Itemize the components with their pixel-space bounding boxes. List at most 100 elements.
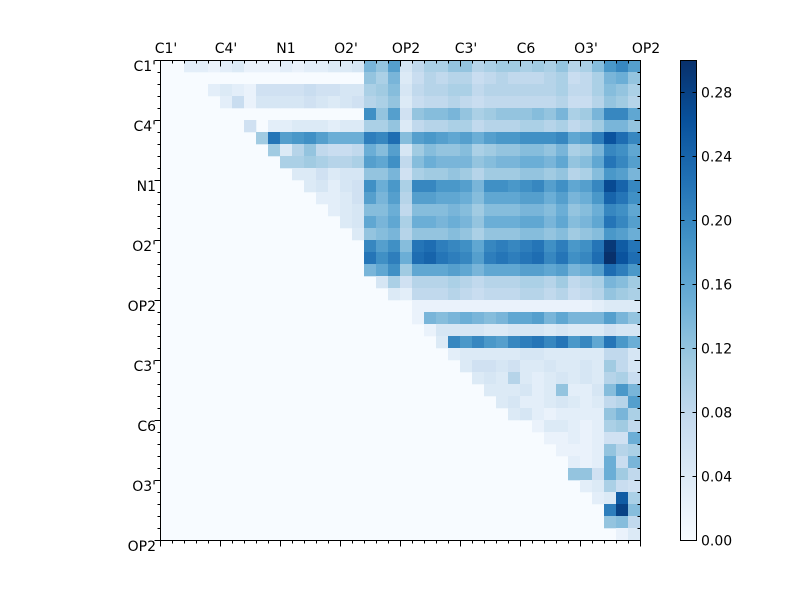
heatmap-cell xyxy=(424,120,437,133)
heatmap-cell xyxy=(616,132,629,145)
heatmap-cell xyxy=(628,180,641,193)
heatmap-cell xyxy=(628,264,641,277)
heatmap-cell xyxy=(556,240,569,253)
heatmap-cell xyxy=(508,108,521,121)
heatmap-cell xyxy=(628,324,641,337)
heatmap-cell xyxy=(328,156,341,169)
heatmap-cell xyxy=(316,120,329,133)
heatmap-cell xyxy=(580,96,593,109)
heatmap-cell xyxy=(496,372,509,385)
heatmap-cell xyxy=(556,408,569,421)
heatmap-cell xyxy=(460,84,473,97)
heatmap-cell xyxy=(352,204,365,217)
heatmap-cell xyxy=(568,132,581,145)
heatmap-cell xyxy=(544,360,557,373)
heatmap-cell xyxy=(376,216,389,229)
heatmap-cell xyxy=(616,372,629,385)
heatmap-cell xyxy=(592,384,605,397)
heatmap-cell xyxy=(508,192,521,205)
heatmap-cell xyxy=(496,132,509,145)
heatmap-cell xyxy=(628,456,641,469)
heatmap-cell xyxy=(604,432,617,445)
heatmap-cell xyxy=(496,96,509,109)
heatmap-cell xyxy=(544,168,557,181)
heatmap-cell xyxy=(568,312,581,325)
heatmap-cell xyxy=(460,180,473,193)
heatmap-cell xyxy=(556,168,569,181)
heatmap-cell xyxy=(484,360,497,373)
x-tick-label: O2' xyxy=(334,41,358,57)
heatmap-cell xyxy=(592,60,605,73)
heatmap-cell xyxy=(364,60,377,73)
heatmap-cell xyxy=(628,288,641,301)
heatmap-cell xyxy=(568,420,581,433)
heatmap-cell xyxy=(628,168,641,181)
heatmap-cell xyxy=(520,192,533,205)
heatmap-cell xyxy=(604,228,617,241)
heatmap-cell xyxy=(328,96,341,109)
heatmap-cell xyxy=(580,264,593,277)
heatmap-cell xyxy=(460,348,473,361)
heatmap-cell xyxy=(604,132,617,145)
heatmap-cell xyxy=(340,120,353,133)
heatmap-cell xyxy=(556,360,569,373)
heatmap-cell xyxy=(544,336,557,349)
heatmap-cell xyxy=(400,144,413,157)
heatmap-cell xyxy=(472,288,485,301)
heatmap-cell xyxy=(592,192,605,205)
heatmap-cell xyxy=(532,312,545,325)
heatmap-cell xyxy=(304,120,317,133)
heatmap-cell xyxy=(616,396,629,409)
heatmap-cell xyxy=(496,360,509,373)
heatmap-cell xyxy=(388,192,401,205)
heatmap-cell xyxy=(352,144,365,157)
heatmap-cell xyxy=(568,324,581,337)
heatmap-cell xyxy=(400,60,413,73)
heatmap-cell xyxy=(592,336,605,349)
heatmap-cell xyxy=(592,132,605,145)
heatmap-cell xyxy=(568,60,581,73)
heatmap-cell xyxy=(352,156,365,169)
heatmap-cell xyxy=(580,228,593,241)
heatmap-cell xyxy=(388,252,401,265)
heatmap-cell xyxy=(580,120,593,133)
heatmap-cell xyxy=(568,384,581,397)
heatmap-cell xyxy=(604,192,617,205)
heatmap-cell xyxy=(580,192,593,205)
heatmap-cell xyxy=(508,372,521,385)
heatmap-cell xyxy=(436,156,449,169)
heatmap-cell xyxy=(616,348,629,361)
heatmap-cell xyxy=(544,408,557,421)
heatmap-cell xyxy=(484,204,497,217)
heatmap-cell xyxy=(568,468,581,481)
heatmap-cell xyxy=(412,276,425,289)
heatmap-cell xyxy=(628,372,641,385)
colorbar-tick-label: 0.00 xyxy=(701,534,732,550)
heatmap-cell xyxy=(532,168,545,181)
heatmap-cell xyxy=(388,276,401,289)
heatmap-cell xyxy=(520,288,533,301)
heatmap-cell xyxy=(436,300,449,313)
heatmap-cell xyxy=(496,144,509,157)
heatmap-cell xyxy=(604,468,617,481)
heatmap-cell xyxy=(568,432,581,445)
heatmap-cell xyxy=(592,276,605,289)
heatmap-cell xyxy=(484,168,497,181)
heatmap-cell xyxy=(568,144,581,157)
heatmap-cell xyxy=(220,84,233,97)
heatmap-cell xyxy=(580,276,593,289)
heatmap-cell xyxy=(412,132,425,145)
heatmap-cell xyxy=(628,432,641,445)
heatmap-cell xyxy=(496,276,509,289)
heatmap-cell xyxy=(508,396,521,409)
heatmap-cell xyxy=(592,84,605,97)
heatmap-cell xyxy=(592,444,605,457)
heatmap-cell xyxy=(556,96,569,109)
heatmap-cell xyxy=(628,312,641,325)
heatmap-cell xyxy=(628,516,641,529)
heatmap-cell xyxy=(400,168,413,181)
x-tick-label: C4' xyxy=(215,41,238,57)
heatmap-cell xyxy=(520,252,533,265)
heatmap-cell xyxy=(484,288,497,301)
heatmap-cell xyxy=(304,60,317,73)
